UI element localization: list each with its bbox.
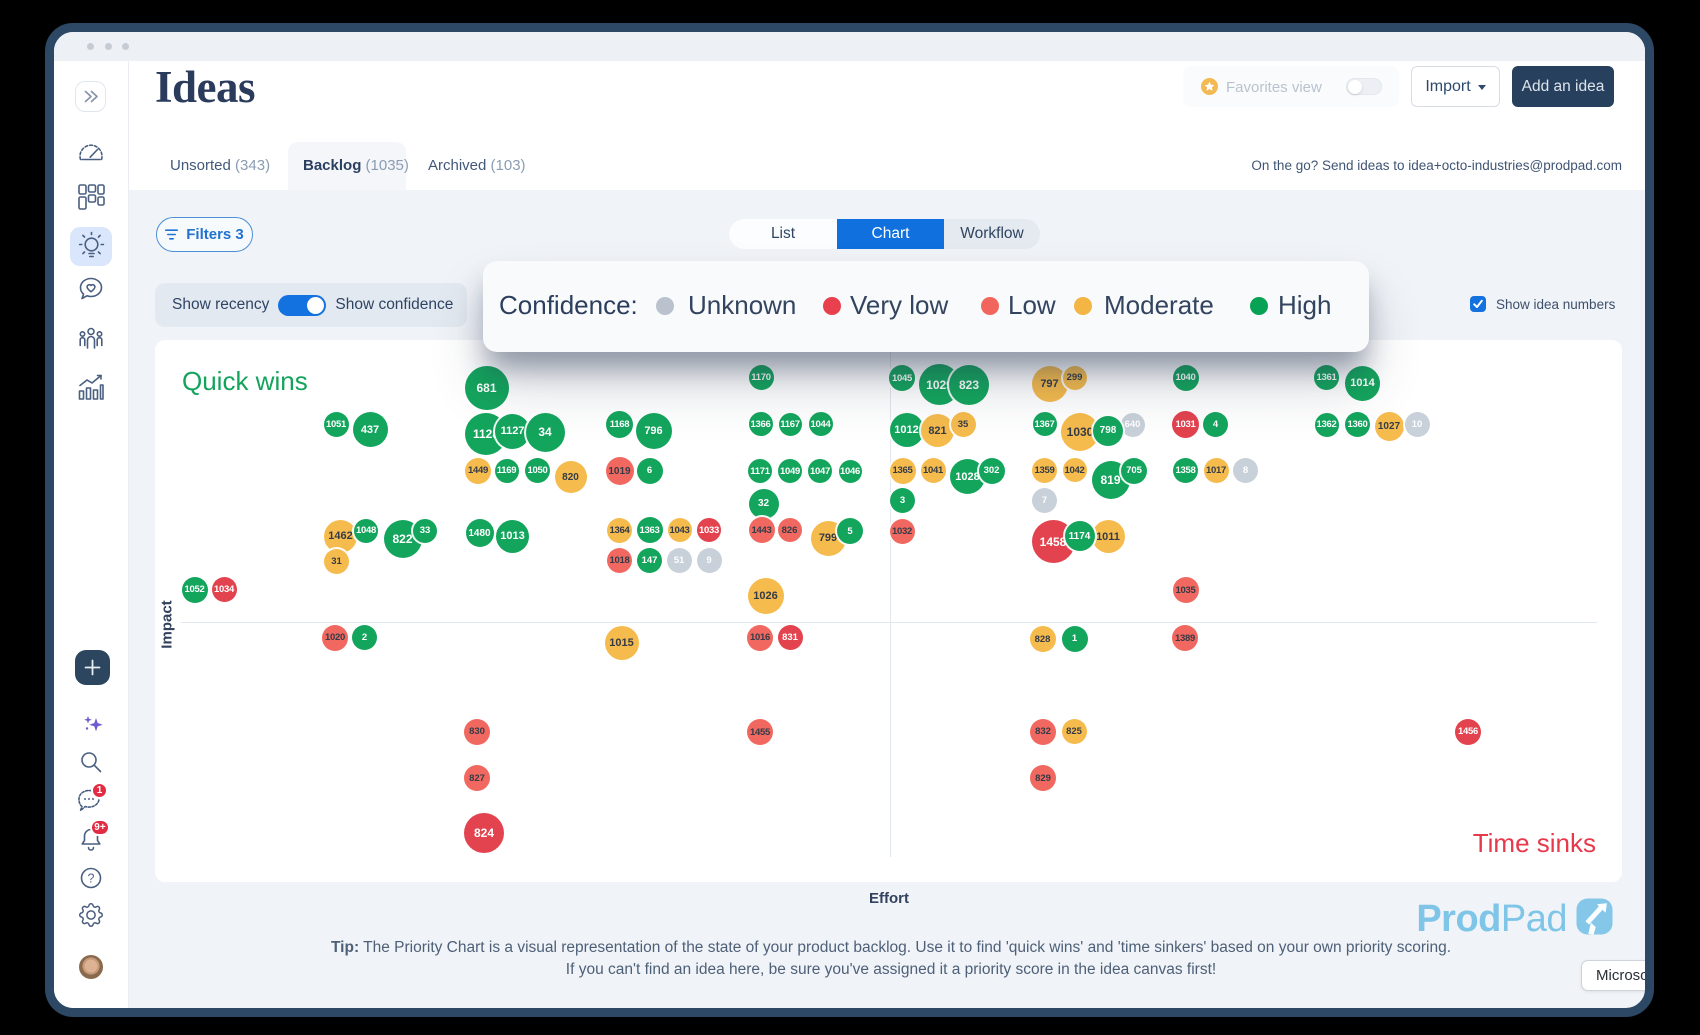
svg-text:?: ? — [88, 872, 95, 886]
